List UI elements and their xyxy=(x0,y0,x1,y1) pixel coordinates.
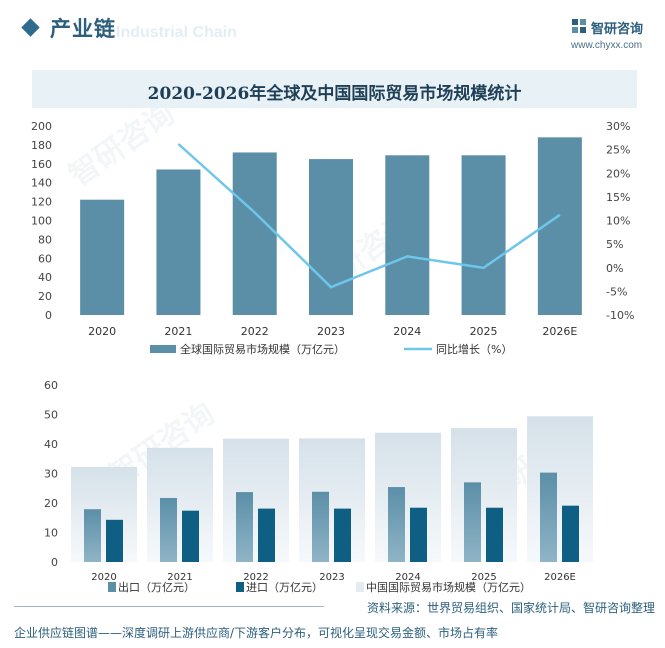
growth-rate-line xyxy=(177,143,561,289)
y-left-tick-label: 0 xyxy=(45,309,52,322)
bar-import xyxy=(182,510,199,562)
y-right-tick-label: 20% xyxy=(606,167,630,180)
y-left-tick-label: 20 xyxy=(38,290,52,303)
legend-swatch-export xyxy=(108,582,116,592)
bar-export xyxy=(464,482,481,562)
y-left-tick-label: 100 xyxy=(31,215,52,228)
y-left-tick-label: 60 xyxy=(38,252,52,265)
y-left-tick-label: 200 xyxy=(31,120,52,133)
bar-china-scale xyxy=(299,438,365,562)
data-source: 资料来源：世界贸易组织、国家统计局、智研咨询整理 xyxy=(366,601,655,615)
legend-label-import: 进口（万亿元） xyxy=(246,581,323,594)
bar-export xyxy=(160,497,177,562)
y-tick-label: 0 xyxy=(51,556,58,569)
page-header: 产业链 Industrial Chain 智研咨询 www.chyxx.com xyxy=(0,0,665,62)
bar-import xyxy=(334,508,351,562)
bar-export xyxy=(540,472,557,562)
y-right-tick-label: 0% xyxy=(606,262,623,275)
y-tick-label: 10 xyxy=(44,527,58,540)
x-tick-label: 2021 xyxy=(167,572,192,583)
bar-china-scale xyxy=(223,438,289,562)
bar-export xyxy=(312,491,329,562)
y-tick-label: 20 xyxy=(44,497,58,510)
charts-canvas: 020406080100120140160180200-10%-5%0%5%10… xyxy=(31,120,634,594)
brand-url: www.chyxx.com xyxy=(571,40,643,51)
y-tick-label: 40 xyxy=(44,438,58,451)
y-tick-label: 50 xyxy=(44,409,58,422)
x-tick-label: 2024 xyxy=(395,572,420,583)
section-subtitle-ghost: Industrial Chain xyxy=(116,24,237,41)
y-tick-label: 30 xyxy=(44,468,58,481)
y-right-tick-label: 25% xyxy=(606,144,630,157)
bar-global-scale xyxy=(156,169,201,315)
legend-label-line: 同比增长（%） xyxy=(436,342,512,356)
footer-bar xyxy=(0,620,665,648)
brand: 智研咨询 www.chyxx.com xyxy=(571,18,653,54)
bar-import xyxy=(258,508,275,562)
bar-export xyxy=(388,487,405,562)
x-tick-label: 2026E xyxy=(544,572,576,583)
y-left-tick-label: 40 xyxy=(38,271,52,284)
bar-global-scale xyxy=(461,155,506,315)
x-tick-label: 2021 xyxy=(164,325,192,338)
bar-china-scale xyxy=(71,467,137,562)
x-tick-label: 2022 xyxy=(243,572,268,583)
bar-global-scale xyxy=(232,152,277,315)
legend-label-china-scale: 中国国际贸易市场规模（万亿元） xyxy=(366,580,531,594)
legend-label-export: 出口（万亿元） xyxy=(118,580,195,594)
bar-china-scale xyxy=(527,416,593,562)
y-tick-label: 60 xyxy=(44,379,58,392)
y-left-tick-label: 120 xyxy=(31,196,52,209)
chart-title-box: 2020-2026年全球及中国国际贸易市场规模统计 xyxy=(32,70,637,108)
bar-import xyxy=(486,507,503,562)
y-right-tick-label: -10% xyxy=(606,309,634,322)
x-tick-label: 2023 xyxy=(317,325,345,338)
x-tick-label: 2025 xyxy=(471,572,496,583)
footer-note: 企业供应链图谱——深度调研上游供应商/下游客户分布，可视化呈现交易金额、市场占有… xyxy=(14,626,499,640)
x-tick-label: 2026E xyxy=(542,325,577,338)
y-left-tick-label: 180 xyxy=(31,139,52,152)
x-tick-label: 2023 xyxy=(319,572,344,583)
bar-global-scale xyxy=(385,155,430,315)
y-right-tick-label: 5% xyxy=(606,238,623,251)
bar-china-scale xyxy=(147,447,213,562)
x-tick-label: 2024 xyxy=(393,325,421,338)
chart-title: 2020-2026年全球及中国国际贸易市场规模统计 xyxy=(147,84,522,104)
y-left-tick-label: 80 xyxy=(38,233,52,246)
brand-logo-icon xyxy=(572,19,586,33)
legend-swatch-bar xyxy=(150,345,176,353)
x-tick-label: 2020 xyxy=(91,572,116,583)
y-right-tick-label: 15% xyxy=(606,191,630,204)
x-tick-label: 2020 xyxy=(88,325,116,338)
bar-china-scale xyxy=(375,432,441,562)
legend-swatch-import xyxy=(236,582,244,592)
y-left-tick-label: 160 xyxy=(31,158,52,171)
y-left-tick-label: 140 xyxy=(31,177,52,190)
legend-swatch-china-scale xyxy=(356,582,364,592)
bar-import xyxy=(410,507,427,562)
bar-global-scale xyxy=(309,159,353,315)
bar-china-scale xyxy=(451,428,517,562)
bar-import xyxy=(106,519,123,562)
bar-global-scale xyxy=(80,199,125,315)
y-right-tick-label: 10% xyxy=(606,215,630,228)
x-tick-label: 2025 xyxy=(470,325,498,338)
brand-name: 智研咨询 xyxy=(591,22,644,37)
bar-import xyxy=(562,505,579,562)
section-title: 产业链 xyxy=(50,17,116,41)
y-right-tick-label: 30% xyxy=(606,120,630,133)
bar-export xyxy=(236,492,253,562)
y-right-tick-label: -5% xyxy=(606,285,627,298)
legend-label-bar: 全球国际贸易市场规模（万亿元） xyxy=(180,342,345,356)
x-tick-label: 2022 xyxy=(241,325,269,338)
footer-divider xyxy=(14,606,324,607)
bar-export xyxy=(84,509,101,562)
